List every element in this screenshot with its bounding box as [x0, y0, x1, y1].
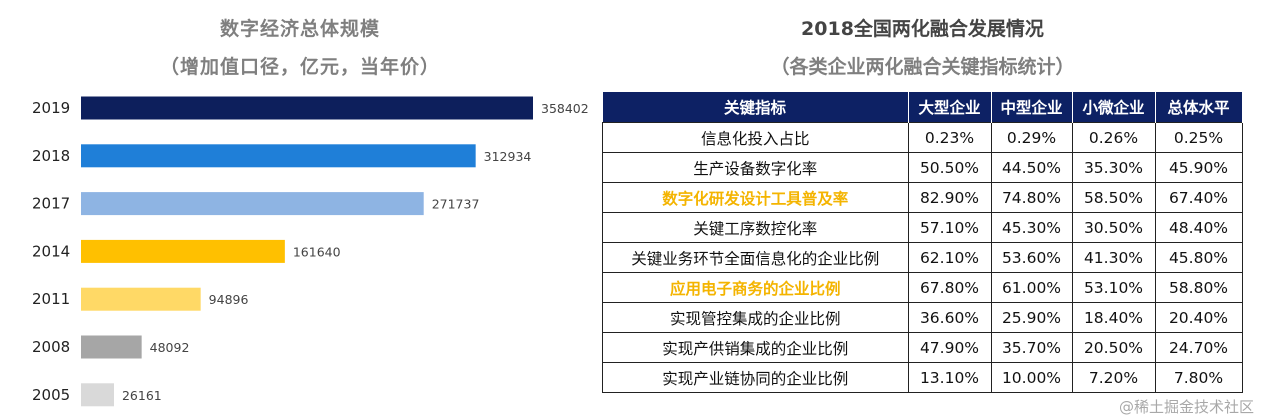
- indicator-value: 20.50%: [1071, 332, 1156, 363]
- indicator-value: 62.10%: [907, 242, 992, 273]
- category-label: 2019: [32, 99, 70, 117]
- indicator-label: 实现管控集成的企业比例: [602, 302, 909, 333]
- category-label: 2008: [32, 338, 70, 356]
- indicator-value: 57.10%: [907, 212, 992, 243]
- header-cell: 总体水平: [1155, 92, 1243, 123]
- indicator-value: 7.80%: [1154, 362, 1243, 393]
- category-label: 2017: [32, 195, 70, 213]
- indicator-value: 35.70%: [990, 332, 1073, 363]
- indicator-value: 10.00%: [990, 362, 1073, 393]
- table-row: 应用电子商务的企业比例 67.80% 61.00% 53.10% 58.80%: [602, 272, 1243, 303]
- table-row: 关键业务环节全面信息化的企业比例 62.10% 53.60% 41.30% 45.80%: [602, 242, 1243, 273]
- indicator-label: 关键业务环节全面信息化的企业比例: [602, 242, 909, 273]
- indicator-value: 0.25%: [1154, 122, 1243, 153]
- value-label: 358402: [541, 101, 589, 116]
- table-title: 2018全国两化融合发展情况: [801, 18, 1044, 40]
- value-label: 161640: [293, 244, 341, 259]
- indicator-value: 47.90%: [907, 332, 992, 363]
- category-label: 2005: [32, 386, 70, 404]
- bar-chart: 2019 358402 2018 312934 2017 271737 2014 161640…: [32, 96, 589, 407]
- bar-2014: [81, 239, 285, 263]
- bar-2018: [81, 144, 476, 168]
- table-subtitle: （各类企业两化融合关键指标统计）: [770, 56, 1075, 78]
- table-row: 数字化研发设计工具普及率 82.90% 74.80% 58.50% 67.40%: [602, 182, 1243, 213]
- indicator-label: 生产设备数字化率: [602, 152, 909, 183]
- indicator-value: 58.50%: [1071, 182, 1156, 213]
- indicator-label: 关键工序数控化率: [602, 212, 909, 243]
- table-row: 关键工序数控化率 57.10% 45.30% 30.50% 48.40%: [602, 212, 1243, 243]
- indicator-value: 18.40%: [1071, 302, 1156, 333]
- indicator-value: 82.90%: [907, 182, 992, 213]
- category-label: 2018: [32, 147, 70, 165]
- indicator-value: 0.23%: [907, 122, 992, 153]
- indicator-label: 数字化研发设计工具普及率: [602, 182, 909, 213]
- indicator-value: 53.60%: [990, 242, 1073, 273]
- indicator-value: 41.30%: [1071, 242, 1156, 273]
- indicator-value: 25.90%: [990, 302, 1073, 333]
- indicator-value: 24.70%: [1154, 332, 1243, 363]
- table-header-row: 关键指标 大型企业 中型企业 小微企业 总体水平: [602, 92, 1243, 123]
- table-row: 实现产业链协同的企业比例 13.10% 10.00% 7.20% 7.80%: [602, 362, 1243, 393]
- indicator-value: 45.30%: [990, 212, 1073, 243]
- indicator-value: 67.40%: [1154, 182, 1243, 213]
- indicator-value: 13.10%: [907, 362, 992, 393]
- indicator-value: 74.80%: [990, 182, 1073, 213]
- table-row: 实现产供销集成的企业比例 47.90% 35.70% 20.50% 24.70%: [602, 332, 1243, 363]
- table-body: 信息化投入占比 0.23% 0.29% 0.26% 0.25% 生产设备数字化率 50.50…: [602, 122, 1243, 393]
- indicator-value: 45.90%: [1154, 152, 1243, 183]
- value-label: 48092: [150, 340, 190, 355]
- indicator-label: 应用电子商务的企业比例: [602, 272, 909, 303]
- table-row: 信息化投入占比 0.23% 0.29% 0.26% 0.25%: [602, 122, 1243, 153]
- indicator-value: 53.10%: [1071, 272, 1156, 303]
- category-label: 2014: [32, 242, 70, 260]
- bar-2011: [81, 287, 201, 311]
- value-label: 271737: [432, 197, 480, 212]
- indicator-value: 20.40%: [1154, 302, 1243, 333]
- left-panel: 数字经济总体规模 （增加值口径，亿元，当年价） 2019 358402 2018 31…: [0, 0, 600, 419]
- indicator-value: 67.80%: [907, 272, 992, 303]
- table-row: 实现管控集成的企业比例 36.60% 25.90% 18.40% 20.40%: [602, 302, 1243, 333]
- bar-2017: [81, 192, 424, 216]
- header-cell: 大型企业: [908, 92, 992, 123]
- value-label: 94896: [209, 292, 249, 307]
- header-cell: 关键指标: [602, 92, 909, 123]
- indicator-value: 50.50%: [907, 152, 992, 183]
- indicator-value: 48.40%: [1154, 212, 1243, 243]
- indicator-value: 36.60%: [907, 302, 992, 333]
- indicator-value: 44.50%: [990, 152, 1073, 183]
- indicator-value: 0.29%: [990, 122, 1073, 153]
- watermark: @稀土掘金技术社区: [1118, 398, 1254, 416]
- indicator-value: 45.80%: [1154, 242, 1243, 273]
- bar-2008: [81, 335, 142, 359]
- chart-subtitle: （增加值口径，亿元，当年价）: [159, 56, 440, 78]
- header-cell: 中型企业: [991, 92, 1073, 123]
- category-label: 2011: [32, 290, 70, 308]
- indicator-table: 关键指标 大型企业 中型企业 小微企业 总体水平 信息化投入占比 0.23% 0.2…: [602, 92, 1243, 393]
- chart-title: 数字经济总体规模: [219, 18, 380, 40]
- indicator-label: 信息化投入占比: [602, 122, 909, 153]
- indicator-label: 实现产供销集成的企业比例: [602, 332, 909, 363]
- bar-2019: [81, 96, 533, 120]
- indicator-value: 0.26%: [1071, 122, 1156, 153]
- indicator-label: 实现产业链协同的企业比例: [602, 362, 909, 393]
- right-panel: 2018全国两化融合发展情况 （各类企业两化融合关键指标统计） 关键指标 大型企…: [600, 0, 1268, 419]
- value-label: 26161: [122, 388, 162, 403]
- bar-2005: [81, 383, 114, 407]
- indicator-value: 35.30%: [1071, 152, 1156, 183]
- table-row: 生产设备数字化率 50.50% 44.50% 35.30% 45.90%: [602, 152, 1243, 183]
- indicator-value: 30.50%: [1071, 212, 1156, 243]
- indicator-value: 58.80%: [1154, 272, 1243, 303]
- value-label: 312934: [484, 149, 532, 164]
- indicator-value: 7.20%: [1071, 362, 1156, 393]
- indicator-value: 61.00%: [990, 272, 1073, 303]
- header-cell: 小微企业: [1072, 92, 1156, 123]
